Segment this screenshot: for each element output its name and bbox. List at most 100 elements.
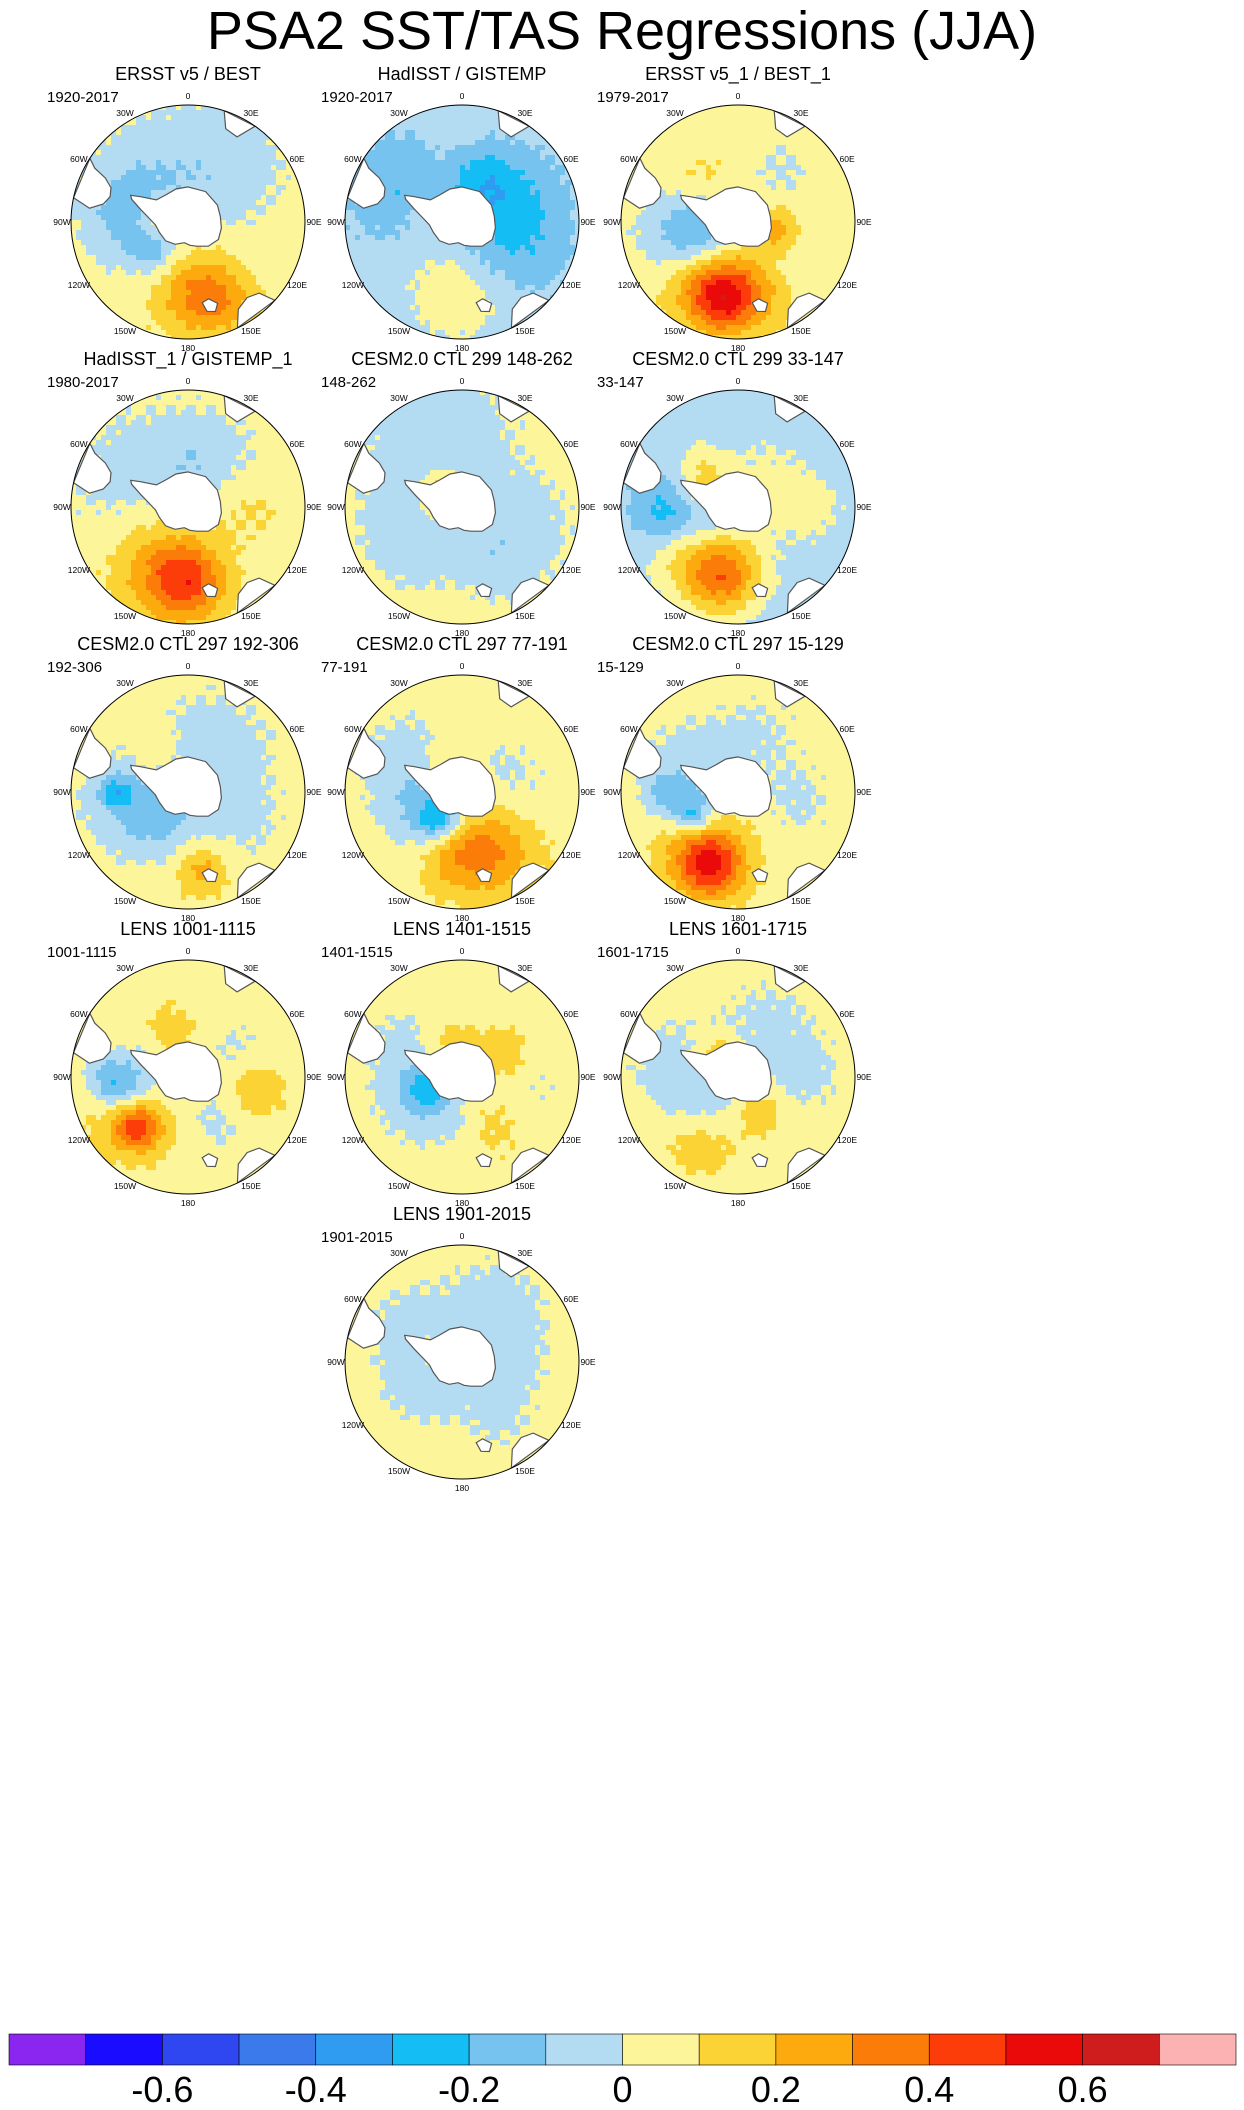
field-cell [450, 335, 456, 339]
field-cell [490, 120, 496, 126]
field-cell [236, 295, 242, 301]
field-cell [430, 330, 436, 336]
field-cell [176, 125, 182, 131]
field-cell [111, 315, 117, 321]
field-cell [425, 225, 431, 231]
field-cell [156, 175, 162, 181]
field-cell [206, 175, 212, 181]
field-cell [246, 250, 252, 256]
field-cell [126, 245, 132, 251]
field-cell [156, 230, 162, 236]
field-cell [375, 275, 381, 281]
field-cell [636, 235, 642, 241]
field-cell [271, 200, 277, 206]
field-cell [771, 175, 777, 181]
field-cell [500, 275, 506, 281]
field-cell [470, 160, 476, 166]
field-cell [231, 135, 237, 141]
field-cell [455, 140, 461, 146]
field-cell [246, 200, 252, 206]
field-cell [266, 195, 272, 201]
field-cell [485, 275, 491, 281]
field-cell [370, 235, 376, 241]
field-cell [490, 170, 496, 176]
field-cell [156, 135, 162, 141]
field-cell [271, 195, 277, 201]
field-cell [196, 280, 202, 286]
field-cell [176, 135, 182, 141]
field-cell [425, 110, 431, 116]
field-cell [420, 150, 426, 156]
field-cell [550, 235, 556, 241]
field-cell [656, 220, 662, 226]
field-cell [420, 160, 426, 166]
field-cell [791, 215, 797, 221]
field-cell [111, 225, 117, 231]
field-cell [246, 190, 252, 196]
field-cell [570, 195, 576, 201]
field-cell [176, 295, 182, 301]
field-cell [131, 170, 137, 176]
field-cell [766, 135, 772, 141]
field-cell [676, 240, 682, 246]
field-cell [495, 115, 501, 121]
field-cell [510, 135, 516, 141]
field-cell [375, 225, 381, 231]
field-cell [686, 150, 692, 156]
field-cell [831, 225, 837, 231]
field-cell [131, 190, 137, 196]
field-cell [841, 195, 847, 201]
field-cell [831, 230, 837, 236]
field-cell [281, 285, 287, 291]
field-cell [445, 170, 451, 176]
field-cell [706, 150, 712, 156]
field-cell [801, 200, 807, 206]
field-cell [445, 140, 451, 146]
field-cell [380, 175, 386, 181]
field-cell [791, 145, 797, 151]
field-cell [81, 250, 87, 256]
field-cell [796, 190, 802, 196]
field-cell [751, 150, 757, 156]
field-cell [560, 230, 566, 236]
field-cell [495, 290, 501, 296]
field-cell [221, 290, 227, 296]
field-cell [450, 295, 456, 301]
field-cell [701, 190, 707, 196]
field-cell [76, 210, 82, 216]
field-cell [716, 150, 722, 156]
field-cell [681, 155, 687, 161]
field-cell [475, 140, 481, 146]
longitude-label: 120W [68, 280, 90, 290]
field-cell [661, 150, 667, 156]
field-cell [440, 300, 446, 306]
field-cell [636, 240, 642, 246]
field-cell [420, 275, 426, 281]
field-cell [846, 170, 852, 176]
field-cell [455, 315, 461, 321]
field-cell [746, 175, 752, 181]
field-cell [370, 155, 376, 161]
field-cell [420, 250, 426, 256]
field-cell [811, 225, 817, 231]
field-cell [530, 260, 536, 266]
field-cell [545, 275, 551, 281]
field-cell [251, 320, 257, 326]
field-cell [450, 255, 456, 261]
field-cell [525, 260, 531, 266]
field-cell [781, 235, 787, 241]
field-cell [721, 180, 727, 186]
field-cell [171, 165, 177, 171]
field-cell [691, 225, 697, 231]
field-cell [186, 145, 192, 151]
field-cell [146, 235, 152, 241]
field-cell [525, 145, 531, 151]
field-cell [296, 205, 302, 211]
field-cell [776, 185, 782, 191]
field-cell [365, 240, 371, 246]
field-cell [661, 135, 667, 141]
field-cell [781, 170, 787, 176]
field-cell [186, 305, 192, 311]
field-cell [470, 250, 476, 256]
field-cell [776, 145, 782, 151]
